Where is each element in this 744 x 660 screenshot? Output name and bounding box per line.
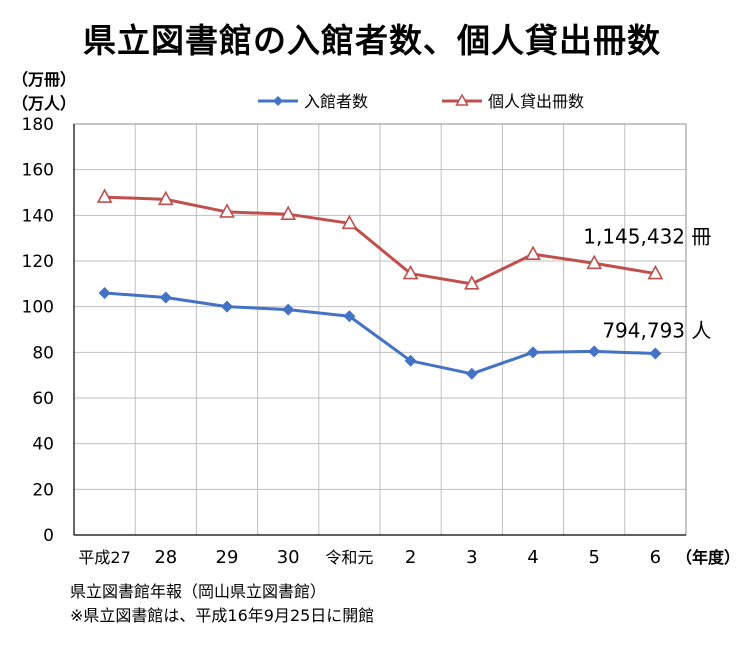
data-point-diamond (465, 367, 478, 380)
y-tick-label: 160 (22, 161, 54, 181)
x-tick-label: 令和元 (325, 548, 373, 567)
y-tick-label: 140 (22, 206, 54, 226)
data-point-triangle (402, 264, 419, 280)
legend-marker-triangle (455, 93, 469, 106)
y-tick-label: 80 (32, 343, 54, 363)
data-point-triangle (280, 205, 297, 220)
series-line-2 (104, 195, 656, 286)
y-tick-label: 0 (43, 526, 54, 546)
data-point-triangle (586, 254, 603, 270)
x-tick-label: 4 (527, 547, 538, 568)
data-point-diamond (649, 347, 662, 360)
data-point-triangle (463, 275, 480, 290)
data-point-triangle (157, 190, 174, 206)
y-tick-label: 180 (22, 115, 54, 135)
x-unit-label: （年度） (676, 548, 740, 567)
data-point-diamond (159, 291, 172, 304)
data-point-diamond (527, 346, 539, 359)
data-point-diamond (588, 345, 601, 358)
x-tick-label: 30 (277, 547, 300, 568)
y-unit-label-books: （万冊） (12, 70, 77, 89)
data-point-diamond (221, 300, 233, 313)
data-point-triangle (96, 188, 113, 203)
y-tick-label: 60 (32, 389, 54, 409)
footnote: ※県立図書館は、平成16年9月25日に開館 (70, 606, 375, 625)
y-unit-label-people: （万人） (12, 94, 77, 113)
series-line-1 (104, 291, 656, 376)
data-point-diamond (98, 286, 111, 299)
source-note: 県立図書館年報（岡山県立図書館） (70, 582, 327, 601)
x-tick-label: 29 (216, 547, 239, 568)
y-tick-label: 120 (22, 252, 54, 272)
x-tick-label: 6 (650, 547, 661, 568)
data-point-triangle (219, 203, 235, 218)
data-point-diamond (404, 354, 417, 367)
y-tick-label: 20 (32, 480, 54, 500)
data-point-diamond (282, 303, 295, 316)
data-point-triangle (647, 264, 664, 280)
y-tick-label: 100 (22, 298, 54, 318)
y-tick-label: 40 (32, 435, 54, 455)
end-value-label-1: 794,793 人 (602, 318, 711, 342)
legend-label-1: 入館者数 (304, 92, 368, 111)
x-tick-label: 2 (405, 547, 416, 568)
x-tick-label: 5 (588, 547, 599, 568)
chart-title: 県立図書館の入館者数、個人貸出冊数 (83, 21, 661, 60)
data-point-triangle (525, 245, 541, 260)
legend-marker-diamond (273, 96, 283, 106)
x-tick-label: 28 (154, 547, 177, 568)
legend-label-2: 個人貸出冊数 (488, 92, 584, 111)
end-value-label-2: 1,145,432 冊 (583, 225, 711, 249)
data-point-triangle (341, 214, 358, 230)
x-tick-label: 3 (466, 547, 477, 568)
x-tick-label: 平成27 (78, 548, 130, 567)
data-point-diamond (343, 310, 356, 323)
